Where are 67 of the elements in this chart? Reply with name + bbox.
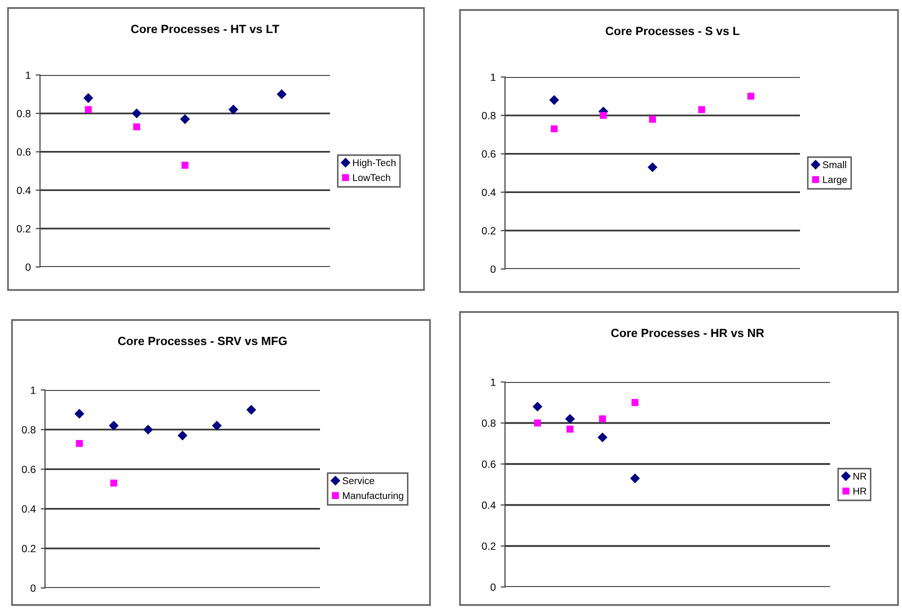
y-tick-label: 0.2 (22, 544, 36, 552)
legend-label: Service (342, 477, 374, 484)
chart-title: Core Processes - HT vs LT (131, 24, 280, 34)
legend-label: LowTech (353, 174, 390, 182)
point (76, 440, 83, 447)
point (132, 108, 142, 118)
y-tick-label: 1 (26, 72, 30, 79)
point (648, 162, 658, 172)
y-tick-label: 0.4 (482, 502, 496, 509)
legend-label: Small (822, 161, 846, 168)
y-tick-label: 0.2 (482, 227, 496, 234)
point (698, 106, 706, 114)
point (84, 106, 92, 114)
y-tick-label: 0 (490, 266, 496, 273)
point (84, 93, 93, 103)
point (133, 123, 140, 130)
point (110, 480, 118, 487)
y-tick-label: 1 (30, 386, 36, 394)
point (598, 432, 608, 442)
point (649, 116, 656, 123)
point (182, 162, 188, 169)
point (246, 405, 256, 414)
y-tick-label: 0.8 (22, 426, 36, 434)
y-tick-label: 1 (490, 74, 496, 81)
point (565, 414, 575, 424)
y-tick-label: 0.4 (16, 186, 31, 194)
y-tick-label: 0.4 (482, 188, 496, 196)
legend-label: HR (853, 488, 866, 494)
y-tick-label: 0 (30, 584, 36, 592)
point (630, 474, 640, 483)
legend-label: NR (853, 472, 866, 480)
y-tick-label: 0 (26, 264, 31, 271)
y-tick-label: 1 (490, 378, 496, 386)
point (534, 420, 541, 426)
point (144, 424, 153, 434)
point (566, 426, 574, 433)
y-tick-label: 0 (490, 584, 496, 591)
point (599, 415, 606, 422)
point (228, 104, 238, 114)
y-tick-label: 0.6 (16, 148, 31, 156)
chart-title: Core Processes - S vs L (606, 26, 740, 36)
y-tick-label: 0.6 (482, 150, 496, 158)
point (277, 90, 286, 99)
point (212, 421, 222, 430)
point (74, 409, 84, 418)
y-tick-label: 0.8 (482, 420, 496, 427)
legend-label: High-Tech (353, 159, 396, 168)
point (632, 399, 638, 406)
legend-label: Large (823, 176, 847, 185)
point (550, 95, 559, 105)
point (532, 402, 542, 412)
y-tick-label: 0.2 (16, 225, 30, 232)
legend-label: Manufacturing (342, 492, 404, 501)
y-tick-label: 0.6 (482, 460, 496, 468)
y-tick-label: 0.8 (482, 112, 496, 120)
y-tick-label: 0.8 (16, 110, 31, 118)
point (550, 125, 558, 132)
point (180, 114, 190, 124)
point (747, 92, 754, 100)
point (109, 421, 118, 430)
y-tick-label: 0.4 (22, 505, 36, 513)
chart-title: Core Processes - HR vs NR (611, 328, 764, 338)
chart-title: Core Processes - SRV vs MFG (118, 336, 287, 346)
y-tick-label: 0.6 (22, 466, 36, 474)
point (178, 430, 188, 440)
y-tick-label: 0.2 (482, 542, 496, 550)
point (600, 112, 607, 119)
